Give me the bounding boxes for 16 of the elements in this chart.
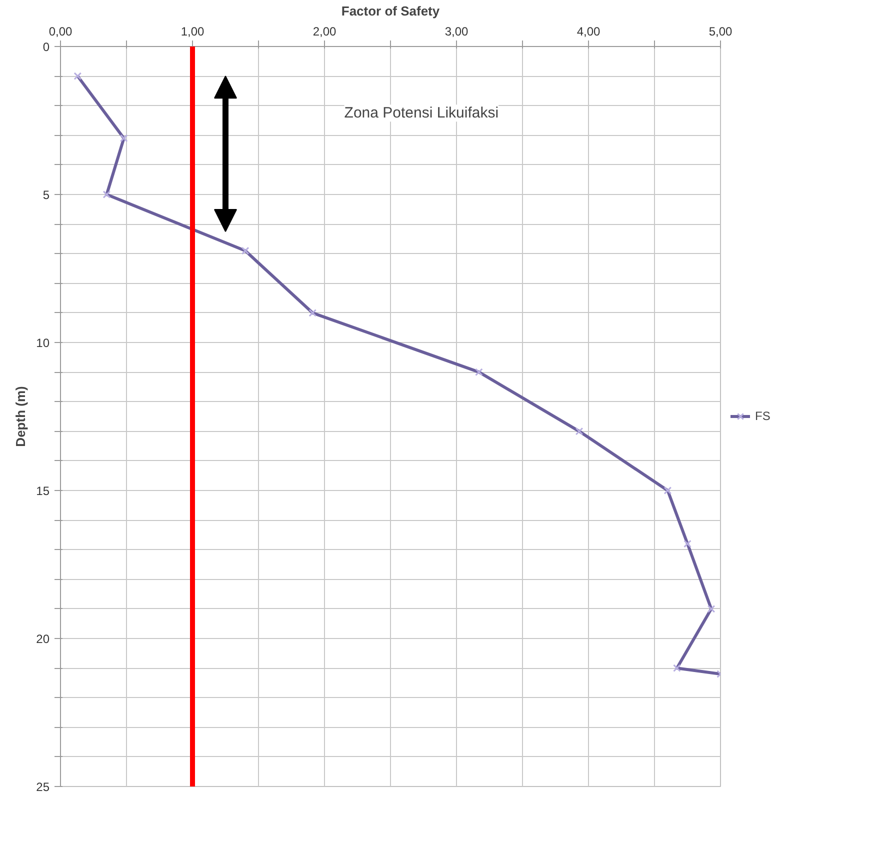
x-tick-label: 4,00 xyxy=(576,24,601,38)
x-tick-label: 2,00 xyxy=(312,24,337,38)
y-tick-label: 20 xyxy=(36,632,50,646)
y-axis-title: Depth (m) xyxy=(13,386,28,447)
y-tick-label: 10 xyxy=(36,336,50,350)
x-axis-title: Factor of Safety xyxy=(341,4,440,18)
legend-label: FS xyxy=(755,409,772,423)
annotation: Zona Potensi Likuifaksi xyxy=(344,104,499,122)
x-tick-label: 3,00 xyxy=(444,24,469,38)
y-tick-label: 5 xyxy=(42,188,50,202)
y-tick-label: 15 xyxy=(36,484,50,498)
x-tick-label: 5,00 xyxy=(708,24,733,38)
x-tick-label: 1,00 xyxy=(180,24,205,38)
x-tick-label: 0,00 xyxy=(48,24,73,38)
y-tick-label: 0 xyxy=(42,40,50,54)
y-tick-label: 25 xyxy=(36,780,50,794)
